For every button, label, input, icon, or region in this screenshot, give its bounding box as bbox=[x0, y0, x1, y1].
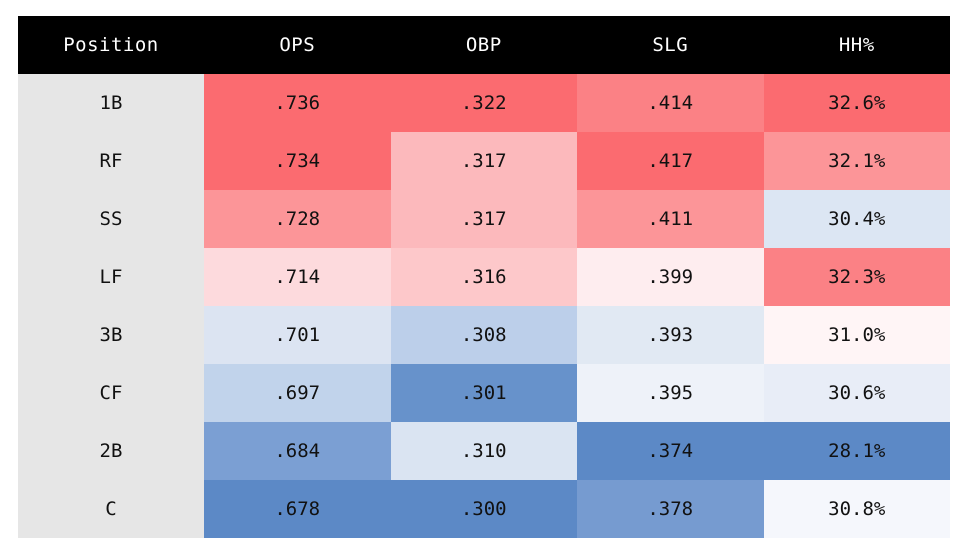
obp-cell: .301 bbox=[390, 364, 577, 422]
obp-cell: .310 bbox=[390, 422, 577, 480]
column-header-slg: SLG bbox=[577, 16, 764, 74]
ops-cell: .734 bbox=[204, 132, 391, 190]
position-cell: CF bbox=[18, 364, 204, 422]
table-body: 1B .736.322.414 32.6% RF .734.317.417 32.1% SS… bbox=[18, 74, 950, 538]
position-cell: C bbox=[18, 480, 204, 538]
table-row: 3B .701.308.393 31.0% bbox=[18, 306, 950, 364]
table-row: LF .714.316.399 32.3% bbox=[18, 248, 950, 306]
stats-table: Position OPS OBP SLG HH% 1B .736.322.414 3… bbox=[18, 16, 950, 538]
obp-cell: .308 bbox=[390, 306, 577, 364]
hh-pct-cell: 32.6% bbox=[763, 74, 950, 132]
table-header: Position OPS OBP SLG HH% bbox=[18, 16, 950, 74]
ops-cell: .697 bbox=[204, 364, 391, 422]
table-row: 1B .736.322.414 32.6% bbox=[18, 74, 950, 132]
column-header-obp: OBP bbox=[390, 16, 577, 74]
hh-pct-cell: 32.3% bbox=[763, 248, 950, 306]
hh-pct-cell: 30.6% bbox=[763, 364, 950, 422]
hh-pct-cell: 32.1% bbox=[763, 132, 950, 190]
column-header-hh-pct: HH% bbox=[763, 16, 950, 74]
column-header-position: Position bbox=[18, 16, 204, 74]
slg-cell: .393 bbox=[577, 306, 764, 364]
table-row: SS .728.317.411 30.4% bbox=[18, 190, 950, 248]
ops-cell: .701 bbox=[204, 306, 391, 364]
obp-cell: .322 bbox=[390, 74, 577, 132]
ops-cell: .684 bbox=[204, 422, 391, 480]
obp-cell: .300 bbox=[390, 480, 577, 538]
ops-cell: .728 bbox=[204, 190, 391, 248]
slg-cell: .414 bbox=[577, 74, 764, 132]
position-cell: 1B bbox=[18, 74, 204, 132]
table-row: CF .697.301.395 30.6% bbox=[18, 364, 950, 422]
position-cell: SS bbox=[18, 190, 204, 248]
position-cell: RF bbox=[18, 132, 204, 190]
table-row: C .678.300.378 30.8% bbox=[18, 480, 950, 538]
ops-cell: .714 bbox=[204, 248, 391, 306]
obp-cell: .317 bbox=[390, 132, 577, 190]
header-row: Position OPS OBP SLG HH% bbox=[18, 16, 950, 74]
position-cell: 3B bbox=[18, 306, 204, 364]
hh-pct-cell: 30.8% bbox=[763, 480, 950, 538]
table-row: RF .734.317.417 32.1% bbox=[18, 132, 950, 190]
slg-cell: .399 bbox=[577, 248, 764, 306]
slg-cell: .411 bbox=[577, 190, 764, 248]
hh-pct-cell: 28.1% bbox=[763, 422, 950, 480]
table-row: 2B .684.310.374 28.1% bbox=[18, 422, 950, 480]
column-header-ops: OPS bbox=[204, 16, 391, 74]
obp-cell: .316 bbox=[390, 248, 577, 306]
ops-cell: .678 bbox=[204, 480, 391, 538]
slg-cell: .374 bbox=[577, 422, 764, 480]
position-cell: LF bbox=[18, 248, 204, 306]
position-cell: 2B bbox=[18, 422, 204, 480]
slg-cell: .417 bbox=[577, 132, 764, 190]
slg-cell: .395 bbox=[577, 364, 764, 422]
ops-cell: .736 bbox=[204, 74, 391, 132]
hh-pct-cell: 31.0% bbox=[763, 306, 950, 364]
slg-cell: .378 bbox=[577, 480, 764, 538]
obp-cell: .317 bbox=[390, 190, 577, 248]
hh-pct-cell: 30.4% bbox=[763, 190, 950, 248]
